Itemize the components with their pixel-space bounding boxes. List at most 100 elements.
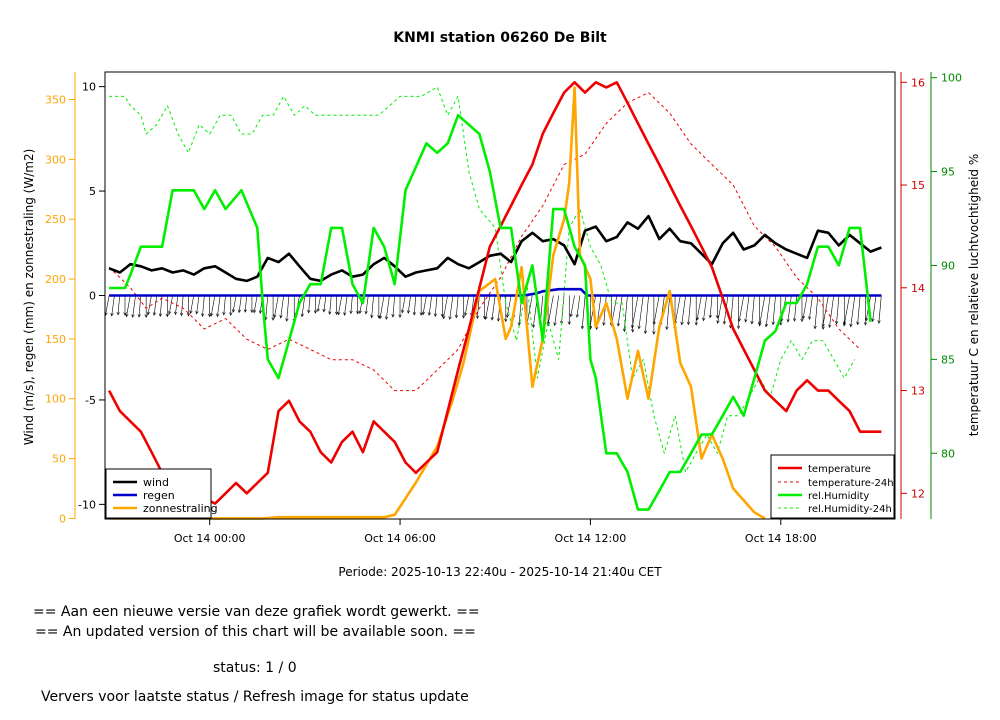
- wind-arrow-head: [771, 321, 775, 326]
- humidity-tick-label: 100: [941, 72, 962, 85]
- wind-arrow: [181, 295, 184, 316]
- period-label: Periode: 2025-10-13 22:40u - 2025-10-14 …: [338, 565, 662, 579]
- wind-arrow-head: [580, 325, 585, 330]
- temperature-tick-label: 15: [911, 179, 925, 192]
- wind-arrow: [688, 295, 692, 325]
- wind-arrow: [365, 295, 369, 314]
- wind-arrow-head: [144, 314, 148, 318]
- wind-arrow-head: [496, 318, 501, 322]
- wind-arrow: [843, 295, 850, 326]
- wind-arrow-head: [490, 317, 494, 321]
- wind-arrow-head: [358, 310, 362, 315]
- wind-arrow: [745, 295, 750, 323]
- wind-arrow: [385, 295, 390, 320]
- wind-arrow: [371, 295, 374, 318]
- wind-arrow: [638, 295, 644, 329]
- zonnestraling-tick-label: 50: [52, 453, 66, 466]
- legend-temperature-24h-label: temperature-24h: [808, 478, 894, 489]
- wind-arrow: [802, 295, 808, 319]
- wind-arrow: [223, 295, 226, 315]
- wind-arrow-head: [622, 328, 627, 333]
- wind-arrow-head: [454, 314, 459, 319]
- zonnestraling-tick-label: 0: [59, 512, 66, 525]
- wind-arrow: [392, 295, 396, 317]
- wind-arrow-head: [110, 312, 114, 317]
- legend-wind-label: wind: [143, 476, 169, 489]
- left-axis-title: Wind (m/s), regen (mm) en zonnestraling …: [22, 149, 36, 446]
- plot-frame: [104, 71, 896, 520]
- wind-arrow-head: [680, 321, 684, 326]
- zonnestraling-tick-label: 350: [45, 94, 66, 107]
- wind-arrow-head: [440, 313, 444, 318]
- legend-right: temperature temperature-24h rel.Humidity…: [770, 454, 895, 519]
- wind-arrow-head: [569, 313, 573, 318]
- wind-arrow-head: [750, 320, 754, 325]
- wind-arrow: [117, 295, 121, 315]
- wind-arrow-head: [398, 314, 402, 318]
- wind-arrow-head: [800, 318, 804, 323]
- wind-arrow-head: [702, 317, 706, 322]
- wind-arrow-head: [384, 316, 389, 320]
- wind-arrow: [455, 295, 459, 318]
- wind-arrow: [253, 295, 258, 313]
- wind-arrow-head: [370, 314, 374, 319]
- wind-arrow-head: [152, 312, 157, 316]
- series-layer: [104, 81, 882, 520]
- wind-arrow-head: [273, 314, 277, 318]
- wind-arrow: [323, 295, 327, 312]
- series-wind: [108, 214, 882, 283]
- wind-arrow-head: [137, 314, 141, 318]
- wind-arrow-head: [356, 310, 360, 315]
- wind-arrow: [401, 295, 406, 313]
- wind-arrow: [238, 295, 242, 313]
- wind-arrow-head: [865, 317, 869, 322]
- footer-notice-en: == An updated version of this chart will…: [35, 624, 476, 640]
- wind-arrow: [644, 295, 649, 334]
- wind-arrow: [603, 295, 607, 326]
- wind-arrow-head: [531, 324, 536, 329]
- wind-arrow-head: [186, 313, 191, 317]
- wind-arrow-head: [231, 309, 236, 313]
- wind_regen-tick-label: 5: [89, 185, 96, 198]
- series-regen: [109, 287, 882, 297]
- wind-arrow: [126, 295, 131, 317]
- wind-arrow: [301, 295, 306, 317]
- wind-arrow-head: [285, 318, 289, 322]
- wind-arrow-head: [258, 310, 263, 314]
- wind-arrow: [111, 295, 115, 316]
- x-tick-label: Oct 14 06:00: [364, 532, 436, 545]
- wind-arrow-head: [201, 313, 205, 317]
- wind-arrow-head: [484, 316, 488, 320]
- wind-arrow: [623, 295, 628, 332]
- wind-arrow-head: [652, 321, 656, 326]
- wind-arrow-head: [125, 313, 129, 318]
- wind-arrow: [153, 295, 158, 316]
- wind-arrow-head: [764, 323, 769, 328]
- wind-arrow-head: [222, 312, 226, 316]
- series-temperature: [107, 81, 882, 505]
- wind-arrow: [280, 295, 284, 318]
- wind-arrow: [434, 295, 438, 317]
- zonnestraling-tick-label: 100: [45, 393, 66, 406]
- wind-arrow-head: [637, 325, 641, 330]
- temperature-tick-label: 13: [911, 385, 925, 398]
- wind-arrow-head: [131, 314, 135, 318]
- wind-arrow: [485, 295, 491, 320]
- wind-arrow: [147, 295, 152, 315]
- wind-arrow-head: [116, 312, 120, 316]
- wind-arrow-head: [779, 322, 783, 326]
- wind-arrow: [772, 295, 776, 325]
- wind-arrow-head: [349, 310, 353, 315]
- wind-arrow-head: [243, 309, 248, 313]
- footer-status: status: 1 / 0: [213, 660, 297, 676]
- wind-arrow-head: [174, 311, 178, 316]
- wind-arrow: [836, 295, 840, 324]
- wind-arrow-head: [250, 309, 254, 314]
- wind-arrow: [738, 295, 745, 322]
- wind-arrow-head: [801, 315, 806, 320]
- wind-arrow-head: [708, 314, 712, 319]
- wind-arrow: [210, 295, 216, 317]
- footer-refresh-hint: Ververs voor laatste status / Refresh im…: [41, 689, 469, 705]
- x-tick-label: Oct 14 12:00: [555, 532, 627, 545]
- wind-arrow: [159, 295, 163, 317]
